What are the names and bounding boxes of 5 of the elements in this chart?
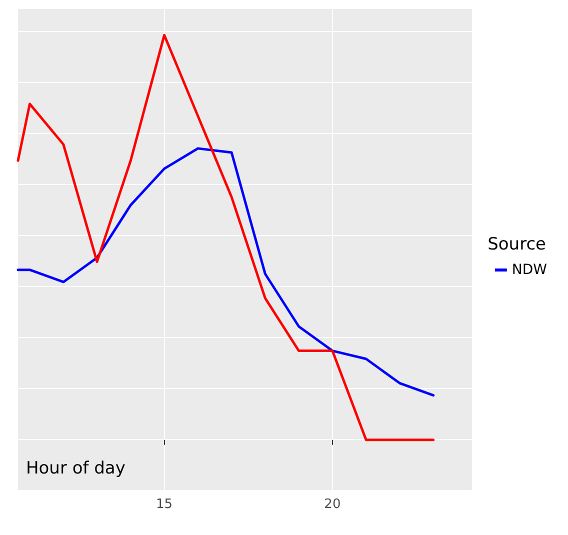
legend-title: Source — [488, 234, 546, 254]
legend-label: NDW — [512, 262, 548, 278]
x-axis-title: Hour of day — [26, 458, 126, 478]
x-tick-label: 20 — [324, 497, 341, 512]
x-tick-label: 15 — [156, 497, 173, 512]
